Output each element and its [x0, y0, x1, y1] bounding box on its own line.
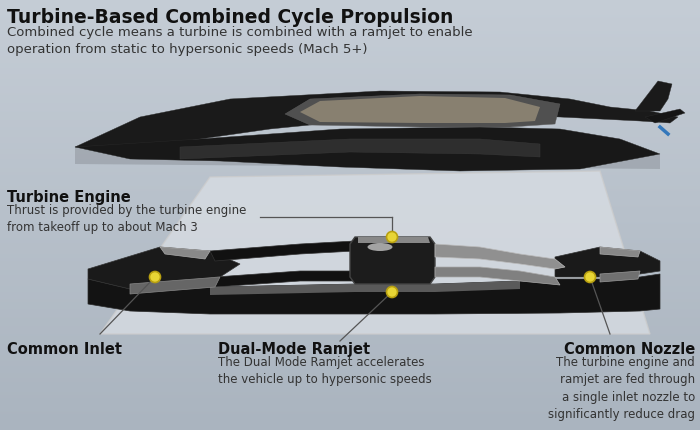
Polygon shape [130, 277, 220, 294]
Polygon shape [88, 274, 660, 314]
Circle shape [584, 272, 596, 283]
Polygon shape [555, 247, 660, 277]
Ellipse shape [368, 243, 393, 252]
Text: Turbine Engine: Turbine Engine [7, 190, 131, 205]
Polygon shape [645, 110, 685, 124]
Polygon shape [600, 271, 640, 283]
Circle shape [386, 232, 398, 243]
Polygon shape [435, 267, 560, 286]
Polygon shape [160, 247, 210, 259]
Text: Dual-Mode Ramjet: Dual-Mode Ramjet [218, 341, 370, 356]
Polygon shape [300, 97, 540, 124]
Circle shape [150, 272, 160, 283]
Polygon shape [75, 147, 660, 169]
Polygon shape [358, 237, 430, 243]
Text: Turbine-Based Combined Cycle Propulsion: Turbine-Based Combined Cycle Propulsion [7, 8, 454, 27]
Polygon shape [88, 247, 240, 289]
Text: Common Inlet: Common Inlet [7, 341, 122, 356]
Text: Common Nozzle: Common Nozzle [564, 341, 695, 356]
Polygon shape [215, 271, 355, 287]
Polygon shape [210, 281, 520, 295]
Text: The Dual Mode Ramjet accelerates
the vehicle up to hypersonic speeds: The Dual Mode Ramjet accelerates the veh… [218, 355, 432, 386]
Polygon shape [350, 237, 435, 284]
Polygon shape [435, 244, 565, 269]
Polygon shape [210, 241, 355, 261]
Polygon shape [180, 140, 540, 160]
Polygon shape [75, 92, 678, 147]
Polygon shape [600, 247, 640, 258]
Text: Thrust is provided by the turbine engine
from takeoff up to about Mach 3: Thrust is provided by the turbine engine… [7, 203, 246, 234]
Polygon shape [100, 172, 650, 334]
Polygon shape [285, 95, 560, 128]
Polygon shape [75, 128, 660, 172]
Circle shape [386, 287, 398, 298]
Text: The turbine engine and
ramjet are fed through
a single inlet nozzle to
significa: The turbine engine and ramjet are fed th… [548, 355, 695, 421]
Text: Combined cycle means a turbine is combined with a ramjet to enable
operation fro: Combined cycle means a turbine is combin… [7, 26, 472, 56]
Polygon shape [635, 82, 672, 112]
